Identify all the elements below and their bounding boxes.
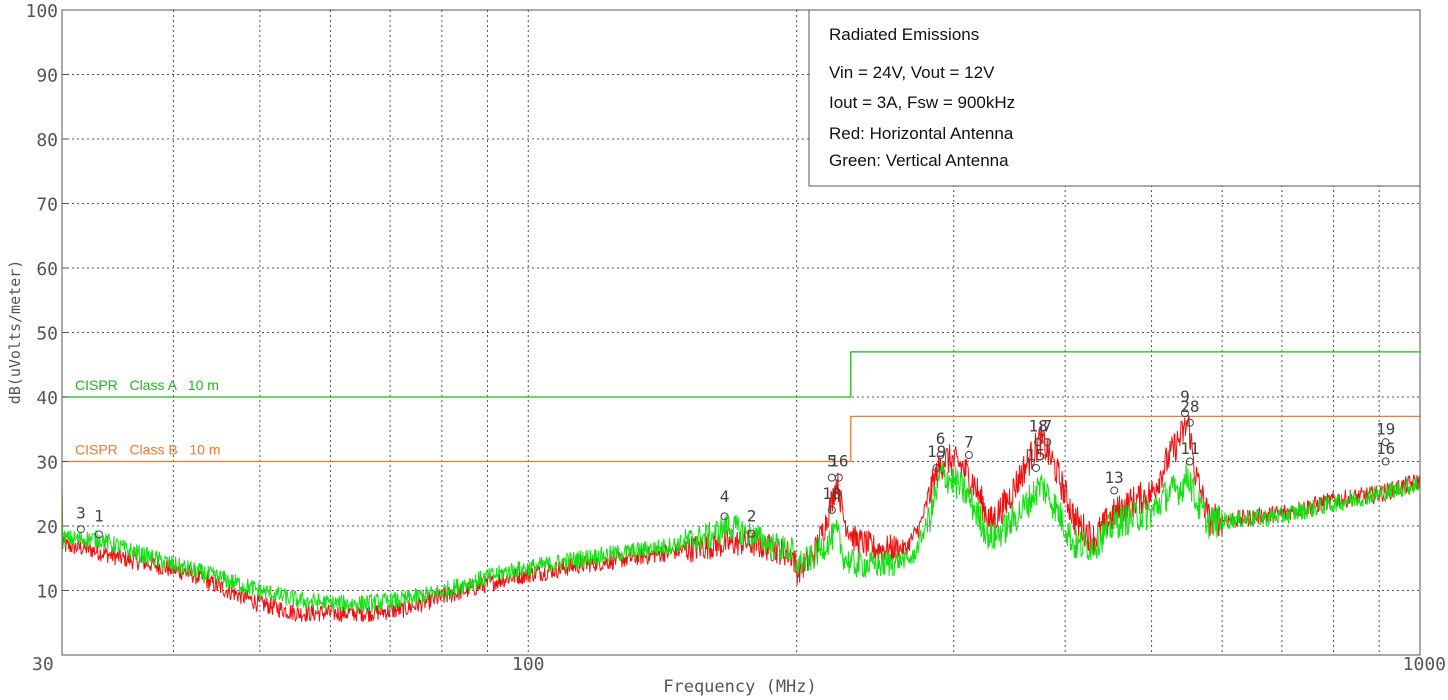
peak-marker-label: 9 xyxy=(1180,387,1190,406)
x-tick-labels: 30 100 1000 xyxy=(32,654,1446,675)
peak-marker xyxy=(1381,438,1390,447)
y-tick-label: 90 xyxy=(36,66,58,87)
y-tick-label: 100 xyxy=(25,1,58,22)
limit-line xyxy=(62,415,1420,463)
peak-marker xyxy=(936,451,945,460)
peak-marker-label: 5 xyxy=(827,452,837,471)
peak-marker-label: 6 xyxy=(936,429,946,448)
peak-marker-label: 11 xyxy=(1180,439,1199,458)
peak-marker xyxy=(1180,409,1189,418)
peak-marker xyxy=(1034,438,1043,447)
peak-marker-label: 16 xyxy=(1376,439,1395,458)
peak-marker xyxy=(1043,438,1052,447)
y-tick-label: 70 xyxy=(36,195,58,216)
legend-box: Radiated Emissions Vin = 24V, Vout = 12V… xyxy=(808,9,1421,187)
peak-marker-label: 7 xyxy=(1042,416,1052,435)
peak-marker xyxy=(747,529,756,538)
peak-marker-label: 13 xyxy=(1105,468,1124,487)
y-tick-label: 60 xyxy=(36,259,58,280)
peak-marker xyxy=(932,463,941,472)
peak-marker xyxy=(720,512,729,521)
peak-marker-label: 19 xyxy=(927,442,946,461)
limit-lines: CISPR Class A 10 m CISPR Class B 10 m xyxy=(62,351,1420,463)
peak-marker-label: 7 xyxy=(964,432,974,451)
peak-marker xyxy=(964,451,973,460)
legend-line: Vin = 24V, Vout = 12V xyxy=(829,63,995,82)
y-tick-label: 80 xyxy=(36,130,58,151)
peak-marker xyxy=(1110,486,1119,495)
peak-marker xyxy=(1031,463,1040,472)
legend-line: Red: Horizontal Antenna xyxy=(829,124,1014,143)
y-tick-label: 30 xyxy=(36,453,58,474)
peak-marker-label: 1 xyxy=(94,507,104,526)
series-lines xyxy=(61,415,1421,623)
peak-marker xyxy=(1185,457,1194,466)
limit-line xyxy=(62,351,1420,398)
legend-line: Iout = 3A, Fsw = 900kHz xyxy=(829,93,1015,112)
peak-marker-label: 18 xyxy=(1028,416,1047,435)
legend-line: Radiated Emissions xyxy=(829,25,979,44)
peak-marker xyxy=(94,530,103,539)
y-tick-label: 50 xyxy=(36,324,58,345)
legend-line: Green: Vertical Antenna xyxy=(829,151,1009,170)
peak-marker xyxy=(76,525,85,534)
x-tick-label: 1000 xyxy=(1403,654,1446,675)
y-tick-label: 40 xyxy=(36,388,58,409)
x-tick-label: 100 xyxy=(512,654,545,675)
peak-marker-label: 3 xyxy=(76,503,86,522)
legend-frame xyxy=(808,9,1421,187)
x-tick-label: 30 xyxy=(32,654,54,675)
y-tick-label: 20 xyxy=(36,517,58,538)
peak-marker-label: 10 xyxy=(822,484,841,503)
peak-marker xyxy=(834,473,843,482)
y-axis-label: dB(uVolts/meter) xyxy=(6,260,24,405)
limit-label: CISPR Class B 10 m xyxy=(75,442,220,458)
peak-marker-label: 28 xyxy=(1180,397,1199,416)
peak-marker xyxy=(1381,457,1390,466)
series-line xyxy=(61,462,1421,613)
y-tick-labels: 10 20 30 40 50 60 70 80 90 100 xyxy=(25,1,68,603)
peak-marker-label: 2 xyxy=(747,507,757,526)
peak-marker xyxy=(1185,418,1194,427)
x-axis-label: Frequency (MHz) xyxy=(663,677,817,697)
peak-marker-label: 16 xyxy=(829,452,848,471)
peak-marker xyxy=(827,505,836,514)
peak-marker-label: 15 xyxy=(1026,445,1045,464)
y-tick-label: 10 xyxy=(36,582,58,603)
limit-label: CISPR Class A 10 m xyxy=(75,377,219,393)
peak-marker xyxy=(827,473,836,482)
peak-marker-label: 4 xyxy=(720,487,730,506)
peak-marker-label: 19 xyxy=(1376,419,1395,438)
